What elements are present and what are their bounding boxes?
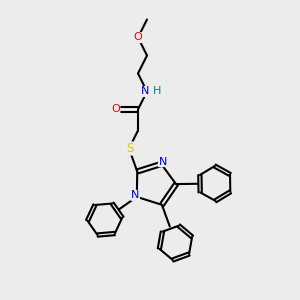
Text: H: H [153,86,162,97]
Text: O: O [134,32,142,43]
Text: N: N [141,86,150,97]
Text: N: N [158,157,167,166]
Text: O: O [111,104,120,115]
Text: S: S [126,142,133,155]
Text: N: N [131,190,140,200]
